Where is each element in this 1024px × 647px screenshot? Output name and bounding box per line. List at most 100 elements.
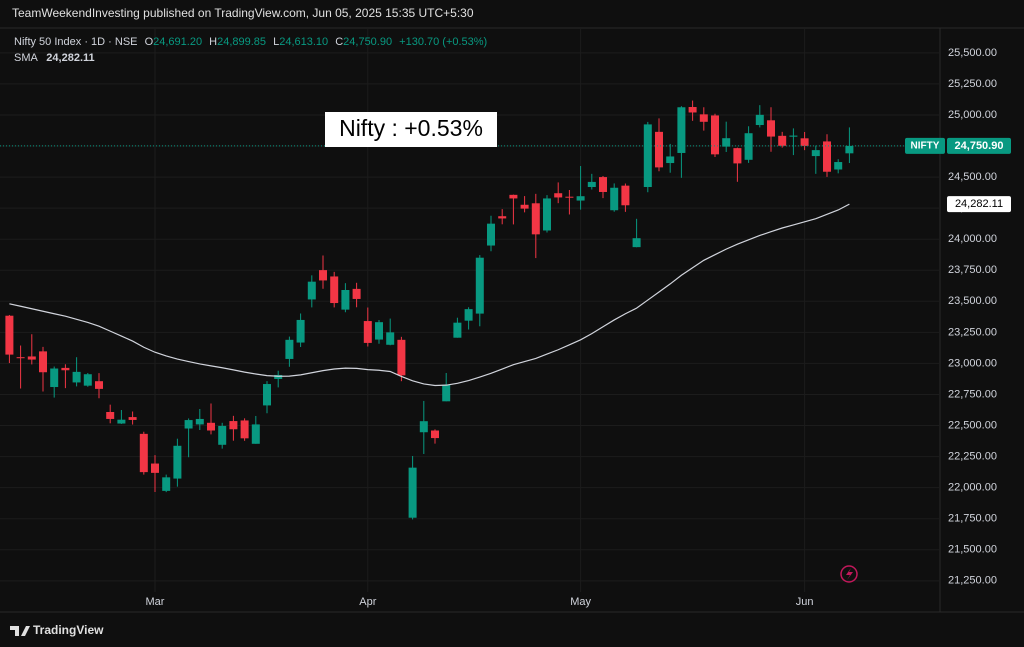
last-symbol: NIFTY	[911, 141, 940, 152]
candle-body	[767, 120, 775, 137]
sma-value-box	[947, 196, 1011, 213]
candle-body	[319, 270, 327, 281]
candle-body	[677, 107, 686, 153]
legend-symbol: Nifty 50 Index · 1D · NSE	[14, 36, 138, 48]
y-tick-label: 21,750.00	[948, 513, 997, 525]
candle-body	[352, 288, 361, 299]
candle-body	[621, 185, 630, 206]
y-tick-label: 25,000.00	[948, 109, 997, 121]
candle-body	[95, 381, 103, 389]
candle-body	[50, 368, 59, 388]
watermark: TradingView	[33, 623, 104, 637]
candle-body	[487, 223, 495, 246]
alert-icon[interactable]	[840, 565, 858, 583]
candle-body	[39, 351, 47, 373]
candle-body	[307, 281, 316, 300]
y-tick-label: 21,500.00	[948, 544, 997, 556]
candle-body	[296, 319, 305, 343]
candle-body	[263, 384, 271, 406]
candle-body	[643, 124, 652, 188]
y-tick-label: 24,000.00	[948, 233, 997, 245]
candle-body	[195, 418, 204, 425]
candle-body	[699, 114, 708, 122]
last-value-label: 24,750.90	[955, 140, 1004, 152]
legend-change: +130.70 (+0.53%)	[399, 36, 487, 48]
candle-body	[587, 181, 596, 188]
candle-body	[744, 133, 753, 160]
candle-body	[375, 322, 383, 340]
candle-body	[823, 141, 831, 172]
candle-body	[599, 177, 607, 192]
candle-body	[408, 467, 417, 518]
candle-body	[834, 162, 843, 170]
candle-body	[207, 422, 215, 431]
candle-body	[341, 289, 350, 310]
plot: 21,250.00 21,500.00 21,750.00 22,000.00 22,2…	[0, 28, 997, 612]
last-value-box	[947, 137, 1011, 154]
x-tick-label: Apr	[359, 596, 376, 608]
candle-body	[576, 196, 585, 201]
candle-body	[386, 332, 395, 345]
candle-body	[61, 367, 70, 371]
candle-body	[442, 384, 451, 402]
y-tick-label: 23,750.00	[948, 264, 997, 276]
candle-body	[688, 107, 697, 113]
candle-body	[151, 463, 159, 473]
candle-body	[72, 371, 81, 383]
legend-l: L	[273, 36, 279, 48]
header: TeamWeekendInvesting published on Tradin…	[12, 6, 474, 20]
candle-body	[5, 315, 14, 355]
y-tick-label: 21,250.00	[948, 575, 997, 587]
candle-body	[27, 356, 36, 360]
annotation: Nifty : +0.53%	[339, 115, 483, 141]
legend-o: O	[145, 36, 154, 48]
legend-c-value: 24,750.90	[343, 36, 392, 48]
y-tick-label: 22,750.00	[948, 388, 997, 400]
legend-h: H	[209, 36, 217, 48]
candle-body	[733, 148, 742, 164]
candle-body	[453, 322, 462, 338]
candle-body	[431, 430, 439, 439]
candle-body	[655, 131, 663, 168]
candle-body	[117, 419, 126, 424]
legend-sma-value: 24,282.11	[46, 52, 94, 64]
y-tick-label: 25,500.00	[948, 47, 997, 59]
candle-body	[498, 216, 507, 219]
legend-line: Nifty 50 Index · 1D · NSE O24,691.20 H24…	[14, 36, 487, 48]
sma-value-label: 24,282.11	[955, 198, 1003, 210]
candle-body	[184, 420, 193, 429]
y-tick-label: 24,500.00	[948, 171, 997, 183]
candle-body	[139, 433, 148, 473]
candle-body	[419, 421, 428, 433]
candle-body	[722, 138, 731, 147]
candle-body	[251, 424, 260, 444]
candle-body	[240, 420, 249, 439]
candle-body	[845, 145, 854, 154]
candle-body	[520, 204, 529, 209]
y-tick-label: 23,250.00	[948, 326, 997, 338]
sma-line	[9, 203, 850, 387]
candle-body	[397, 339, 406, 376]
candle-body	[789, 135, 798, 137]
candle-body	[464, 309, 473, 321]
candle-body	[711, 115, 719, 155]
candle-body	[128, 417, 137, 420]
candle-body	[16, 357, 25, 359]
candle-body	[229, 421, 238, 430]
y-tick-label: 22,500.00	[948, 419, 997, 431]
candle-body	[543, 198, 551, 231]
candle-body	[218, 425, 227, 445]
legend-h-value: 24,899.85	[217, 36, 266, 48]
candle-body	[554, 193, 563, 198]
annotation-box	[325, 112, 497, 147]
candle-body	[106, 411, 115, 419]
legend-l-value: 24,613.10	[279, 36, 328, 48]
candle-body	[610, 187, 619, 211]
x-tick-label: Mar	[146, 596, 165, 608]
candle-body	[285, 339, 294, 359]
y-tick-label: 22,250.00	[948, 450, 997, 462]
candle-body	[778, 135, 787, 146]
candle-body	[363, 321, 372, 343]
